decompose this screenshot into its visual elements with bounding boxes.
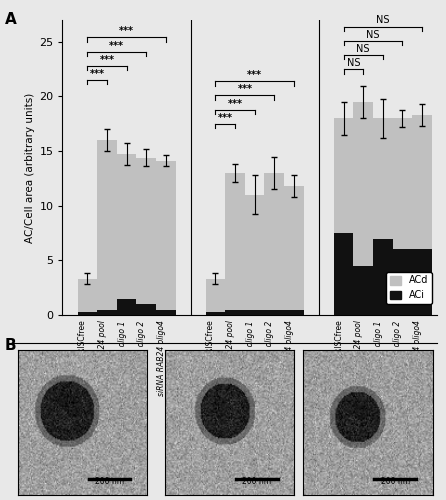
Text: ***: *** — [90, 69, 105, 79]
Bar — [412, 115, 432, 250]
Bar — [156, 161, 176, 310]
Text: DMEM: DMEM — [237, 408, 272, 418]
Bar — [392, 250, 412, 315]
Text: siRNA RAB24 pool: siRNA RAB24 pool — [98, 320, 107, 390]
Bar — [373, 238, 392, 315]
Text: DMEM Baf: DMEM Baf — [355, 408, 411, 418]
Bar — [353, 102, 373, 266]
Bar — [284, 310, 304, 315]
Bar — [136, 304, 156, 315]
Text: siRNA RAB24 oligo 2: siRNA RAB24 oligo 2 — [265, 320, 274, 398]
Bar — [284, 186, 304, 310]
Text: NS: NS — [356, 44, 370, 54]
Text: siRNA RAB24 oligo4: siRNA RAB24 oligo4 — [157, 320, 166, 396]
Bar — [245, 195, 264, 310]
Bar — [97, 140, 117, 310]
Bar — [206, 279, 225, 312]
Bar — [117, 154, 136, 298]
Bar — [412, 250, 432, 315]
Legend: ACd, ACi: ACd, ACi — [386, 272, 432, 304]
Text: NS: NS — [347, 58, 360, 68]
Bar — [334, 233, 353, 315]
Text: ***: *** — [227, 98, 243, 108]
Bar — [117, 298, 136, 315]
Y-axis label: AC/Cell area (arbitrary units): AC/Cell area (arbitrary units) — [25, 92, 35, 242]
Text: 200 nm: 200 nm — [380, 478, 410, 486]
Text: siRNA RISCfree: siRNA RISCfree — [78, 320, 87, 378]
Text: ***: *** — [247, 70, 262, 80]
Text: siRNA RAB24 oligo 1: siRNA RAB24 oligo 1 — [374, 320, 383, 398]
Text: B: B — [4, 338, 16, 352]
Text: siRNA RAB24 oligo 2: siRNA RAB24 oligo 2 — [393, 320, 402, 398]
Text: siRNA RAB24 oligo 1: siRNA RAB24 oligo 1 — [246, 320, 255, 398]
Text: ***: *** — [99, 55, 115, 65]
Bar — [392, 118, 412, 250]
Bar — [225, 310, 245, 315]
Bar — [136, 158, 156, 304]
Text: siRNA RAB24 oligo4: siRNA RAB24 oligo4 — [285, 320, 294, 396]
Text: NS: NS — [366, 30, 380, 40]
Text: siRNA RISCfree: siRNA RISCfree — [334, 320, 343, 378]
Text: A: A — [4, 12, 16, 28]
Text: ***: *** — [109, 40, 124, 50]
Text: ***: *** — [119, 26, 134, 36]
Text: siRNA RAB24 oligo4: siRNA RAB24 oligo4 — [413, 320, 422, 396]
Bar — [334, 118, 353, 233]
Text: siRNA RISCfree: siRNA RISCfree — [206, 320, 215, 378]
Text: -: - — [124, 408, 128, 418]
Bar — [156, 310, 176, 315]
Bar — [78, 312, 97, 315]
Text: siRNA RAB24 oligo 1: siRNA RAB24 oligo 1 — [117, 320, 127, 398]
Text: siRNA RAB24 oligo 2: siRNA RAB24 oligo 2 — [137, 320, 146, 398]
Text: siRNA RAB24 pool: siRNA RAB24 pool — [226, 320, 235, 390]
Bar — [225, 173, 245, 310]
Bar — [264, 310, 284, 315]
Text: 200 nm: 200 nm — [242, 478, 272, 486]
Text: siRNA RAB24 pool: siRNA RAB24 pool — [354, 320, 363, 390]
Bar — [245, 310, 264, 315]
Text: ***: *** — [237, 84, 252, 94]
Text: NS: NS — [376, 16, 389, 26]
Bar — [206, 312, 225, 315]
Bar — [373, 118, 392, 238]
Bar — [97, 310, 117, 315]
Text: ***: *** — [218, 112, 233, 122]
Bar — [264, 173, 284, 310]
Bar — [78, 279, 97, 312]
Text: 200 nm: 200 nm — [95, 478, 124, 486]
Bar — [353, 266, 373, 315]
